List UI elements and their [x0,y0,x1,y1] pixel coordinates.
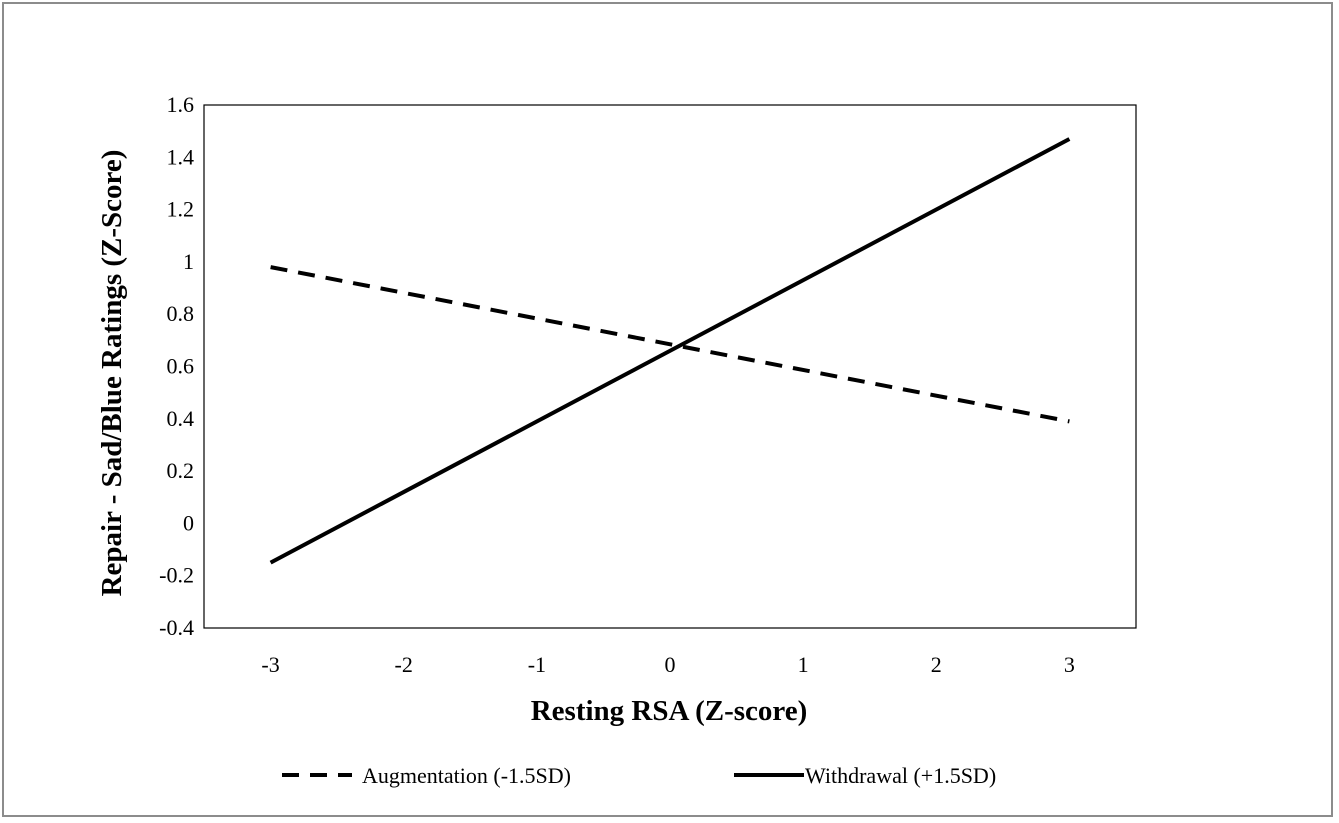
y-tick-label: -0.2 [159,563,194,588]
x-tick-label: -3 [261,652,279,677]
y-tick-label: 0.4 [167,406,195,431]
series-line-augmentation [270,265,1070,424]
y-tick-label: 1.2 [167,197,195,222]
series-lines [269,137,1071,565]
y-axis-title: Repair - Sad/Blue Ratings (Z-Score) [96,150,128,597]
legend-label-augmentation: Augmentation (-1.5SD) [362,763,571,788]
y-tick-label: 0.2 [167,458,195,483]
series-line-withdrawal [269,137,1071,565]
plot-area [203,104,1137,629]
legend: Augmentation (-1.5SD) Withdrawal (+1.5SD… [282,763,996,788]
x-tick-label: -1 [528,652,546,677]
y-tick-label: -0.4 [159,615,194,640]
x-axis-title: Resting RSA (Z-score) [531,695,808,727]
y-tick-label: 0.8 [167,301,195,326]
y-tick-label: 1.4 [167,144,195,169]
y-tick-label: 1 [183,249,194,274]
y-tick-label: 1.6 [167,92,195,117]
x-tick-label: 0 [665,652,676,677]
x-axis-ticks: -3 -2 -1 0 1 2 3 [261,652,1075,677]
x-tick-label: 2 [931,652,942,677]
y-tick-label: 0.6 [167,354,195,379]
y-tick-label: 0 [183,510,194,535]
x-tick-label: 3 [1064,652,1075,677]
x-tick-label: 1 [798,652,809,677]
y-axis-ticks: -0.4 -0.2 0 0.2 0.4 0.6 0.8 1 1.2 1.4 1.6 [159,92,194,640]
x-tick-label: -2 [395,652,413,677]
legend-label-withdrawal: Withdrawal (+1.5SD) [805,763,996,788]
